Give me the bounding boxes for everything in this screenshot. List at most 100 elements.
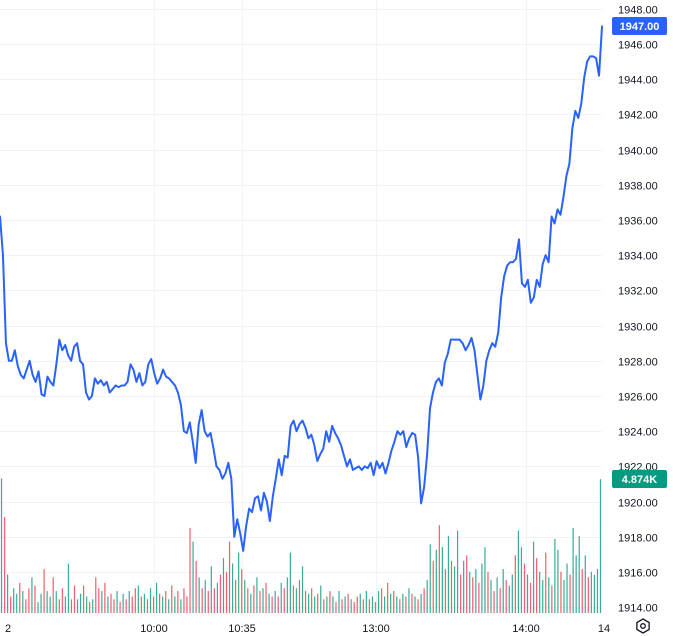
volume-bar <box>456 530 459 613</box>
volume-bar <box>256 577 258 613</box>
volume-bar <box>532 541 535 613</box>
volume-bar <box>429 544 431 613</box>
volume-bar <box>180 599 182 613</box>
volume-bar <box>335 602 337 613</box>
volume-bar <box>475 569 477 613</box>
volume-bar <box>165 591 167 613</box>
y-tick-label: 1940.00 <box>618 146 658 158</box>
volume-bar <box>107 596 109 613</box>
y-tick-label: 1926.00 <box>618 392 658 404</box>
volume-bar <box>496 577 498 613</box>
y-tick-label: 1932.00 <box>618 286 658 298</box>
volume-bar <box>596 569 599 613</box>
volume-bar <box>271 596 273 613</box>
volume-bar <box>463 560 465 613</box>
volume-bar <box>344 596 346 613</box>
volume-bar <box>295 588 298 613</box>
volume-bar <box>159 593 161 613</box>
volume-bar <box>210 566 212 613</box>
volume-bar <box>274 591 276 613</box>
volume-bar <box>64 596 66 613</box>
volume-bar <box>37 602 39 613</box>
volume-bar <box>560 571 562 613</box>
gear-icon-center <box>640 623 646 629</box>
chart-settings-button[interactable] <box>634 617 652 635</box>
volume-bar <box>326 596 328 613</box>
volume-bar <box>481 563 483 613</box>
volume-bar <box>28 588 30 613</box>
volume-bar <box>484 547 486 613</box>
volume-bar <box>162 596 164 613</box>
volume-bar <box>189 527 191 613</box>
volume-bar <box>499 588 501 613</box>
volume-bar <box>25 599 27 613</box>
volume-bar <box>387 582 389 613</box>
volume-bar <box>350 599 352 613</box>
volume-bar <box>508 585 510 613</box>
volume-bar <box>0 478 3 613</box>
volume-bar <box>79 593 82 613</box>
volume-bar <box>444 569 447 613</box>
y-tick-label: 1936.00 <box>618 216 658 228</box>
volume-bar <box>235 580 237 613</box>
volume-bar <box>423 588 425 613</box>
volume-bar <box>405 596 407 613</box>
volume-bar <box>55 591 57 613</box>
volume-bar <box>250 593 252 613</box>
volume-bar <box>6 574 9 613</box>
volume-bar <box>572 527 574 613</box>
volume-bar <box>487 571 489 613</box>
volume-bar <box>174 596 176 613</box>
volume-bar <box>460 574 462 613</box>
y-tick-label: 1942.00 <box>618 110 658 122</box>
volume-bar <box>31 577 33 613</box>
volume-bar <box>505 580 507 613</box>
x-tick-label: 2 <box>5 623 11 635</box>
volume-bar <box>104 582 106 613</box>
volume-bar <box>472 577 474 613</box>
volume-bar <box>86 596 88 613</box>
volume-bar <box>380 588 383 613</box>
volume-bar <box>101 591 103 613</box>
y-tick-label: 1938.00 <box>618 181 658 193</box>
x-axis: 2 10:00 10:35 13:00 14:00 14 <box>5 623 610 635</box>
last-volume-badge <box>612 470 667 488</box>
volume-bar <box>368 599 371 613</box>
volume-bar <box>3 516 6 613</box>
volume-bar <box>259 591 261 613</box>
volume-bar <box>450 560 453 613</box>
volume-bar <box>478 582 480 613</box>
y-tick-label: 1916.00 <box>618 568 658 580</box>
volume-bar <box>526 574 529 613</box>
volume-bar <box>304 591 307 613</box>
volume-bar <box>307 593 310 613</box>
volume-bar <box>317 593 319 613</box>
volume-bar <box>46 591 48 613</box>
gear-icon[interactable] <box>636 618 650 634</box>
x-tick-label: 14:00 <box>512 623 540 635</box>
volume-bar <box>171 585 173 613</box>
volume-bar <box>490 580 492 613</box>
volume-bar <box>420 593 422 613</box>
volume-bar <box>332 596 334 613</box>
price-line-layer <box>0 25 603 552</box>
volume-bar <box>286 577 288 613</box>
volume-bar <box>225 571 228 613</box>
volume-bar <box>417 599 419 613</box>
volume-bar <box>590 571 592 613</box>
volume-bar <box>447 536 450 613</box>
volume-bar <box>393 591 395 613</box>
volume-bar <box>347 593 349 613</box>
volume-bar <box>520 547 523 613</box>
volume-bar <box>13 588 15 613</box>
volume-bar <box>241 569 243 613</box>
volume-bar <box>219 574 222 613</box>
volume-bar <box>98 588 100 613</box>
y-tick-label: 1928.00 <box>618 357 658 369</box>
volume-bar <box>43 569 45 613</box>
volume-bar <box>155 582 158 613</box>
volume-bar <box>195 560 197 613</box>
volume-bar <box>320 585 322 613</box>
volume-bar <box>134 588 136 613</box>
